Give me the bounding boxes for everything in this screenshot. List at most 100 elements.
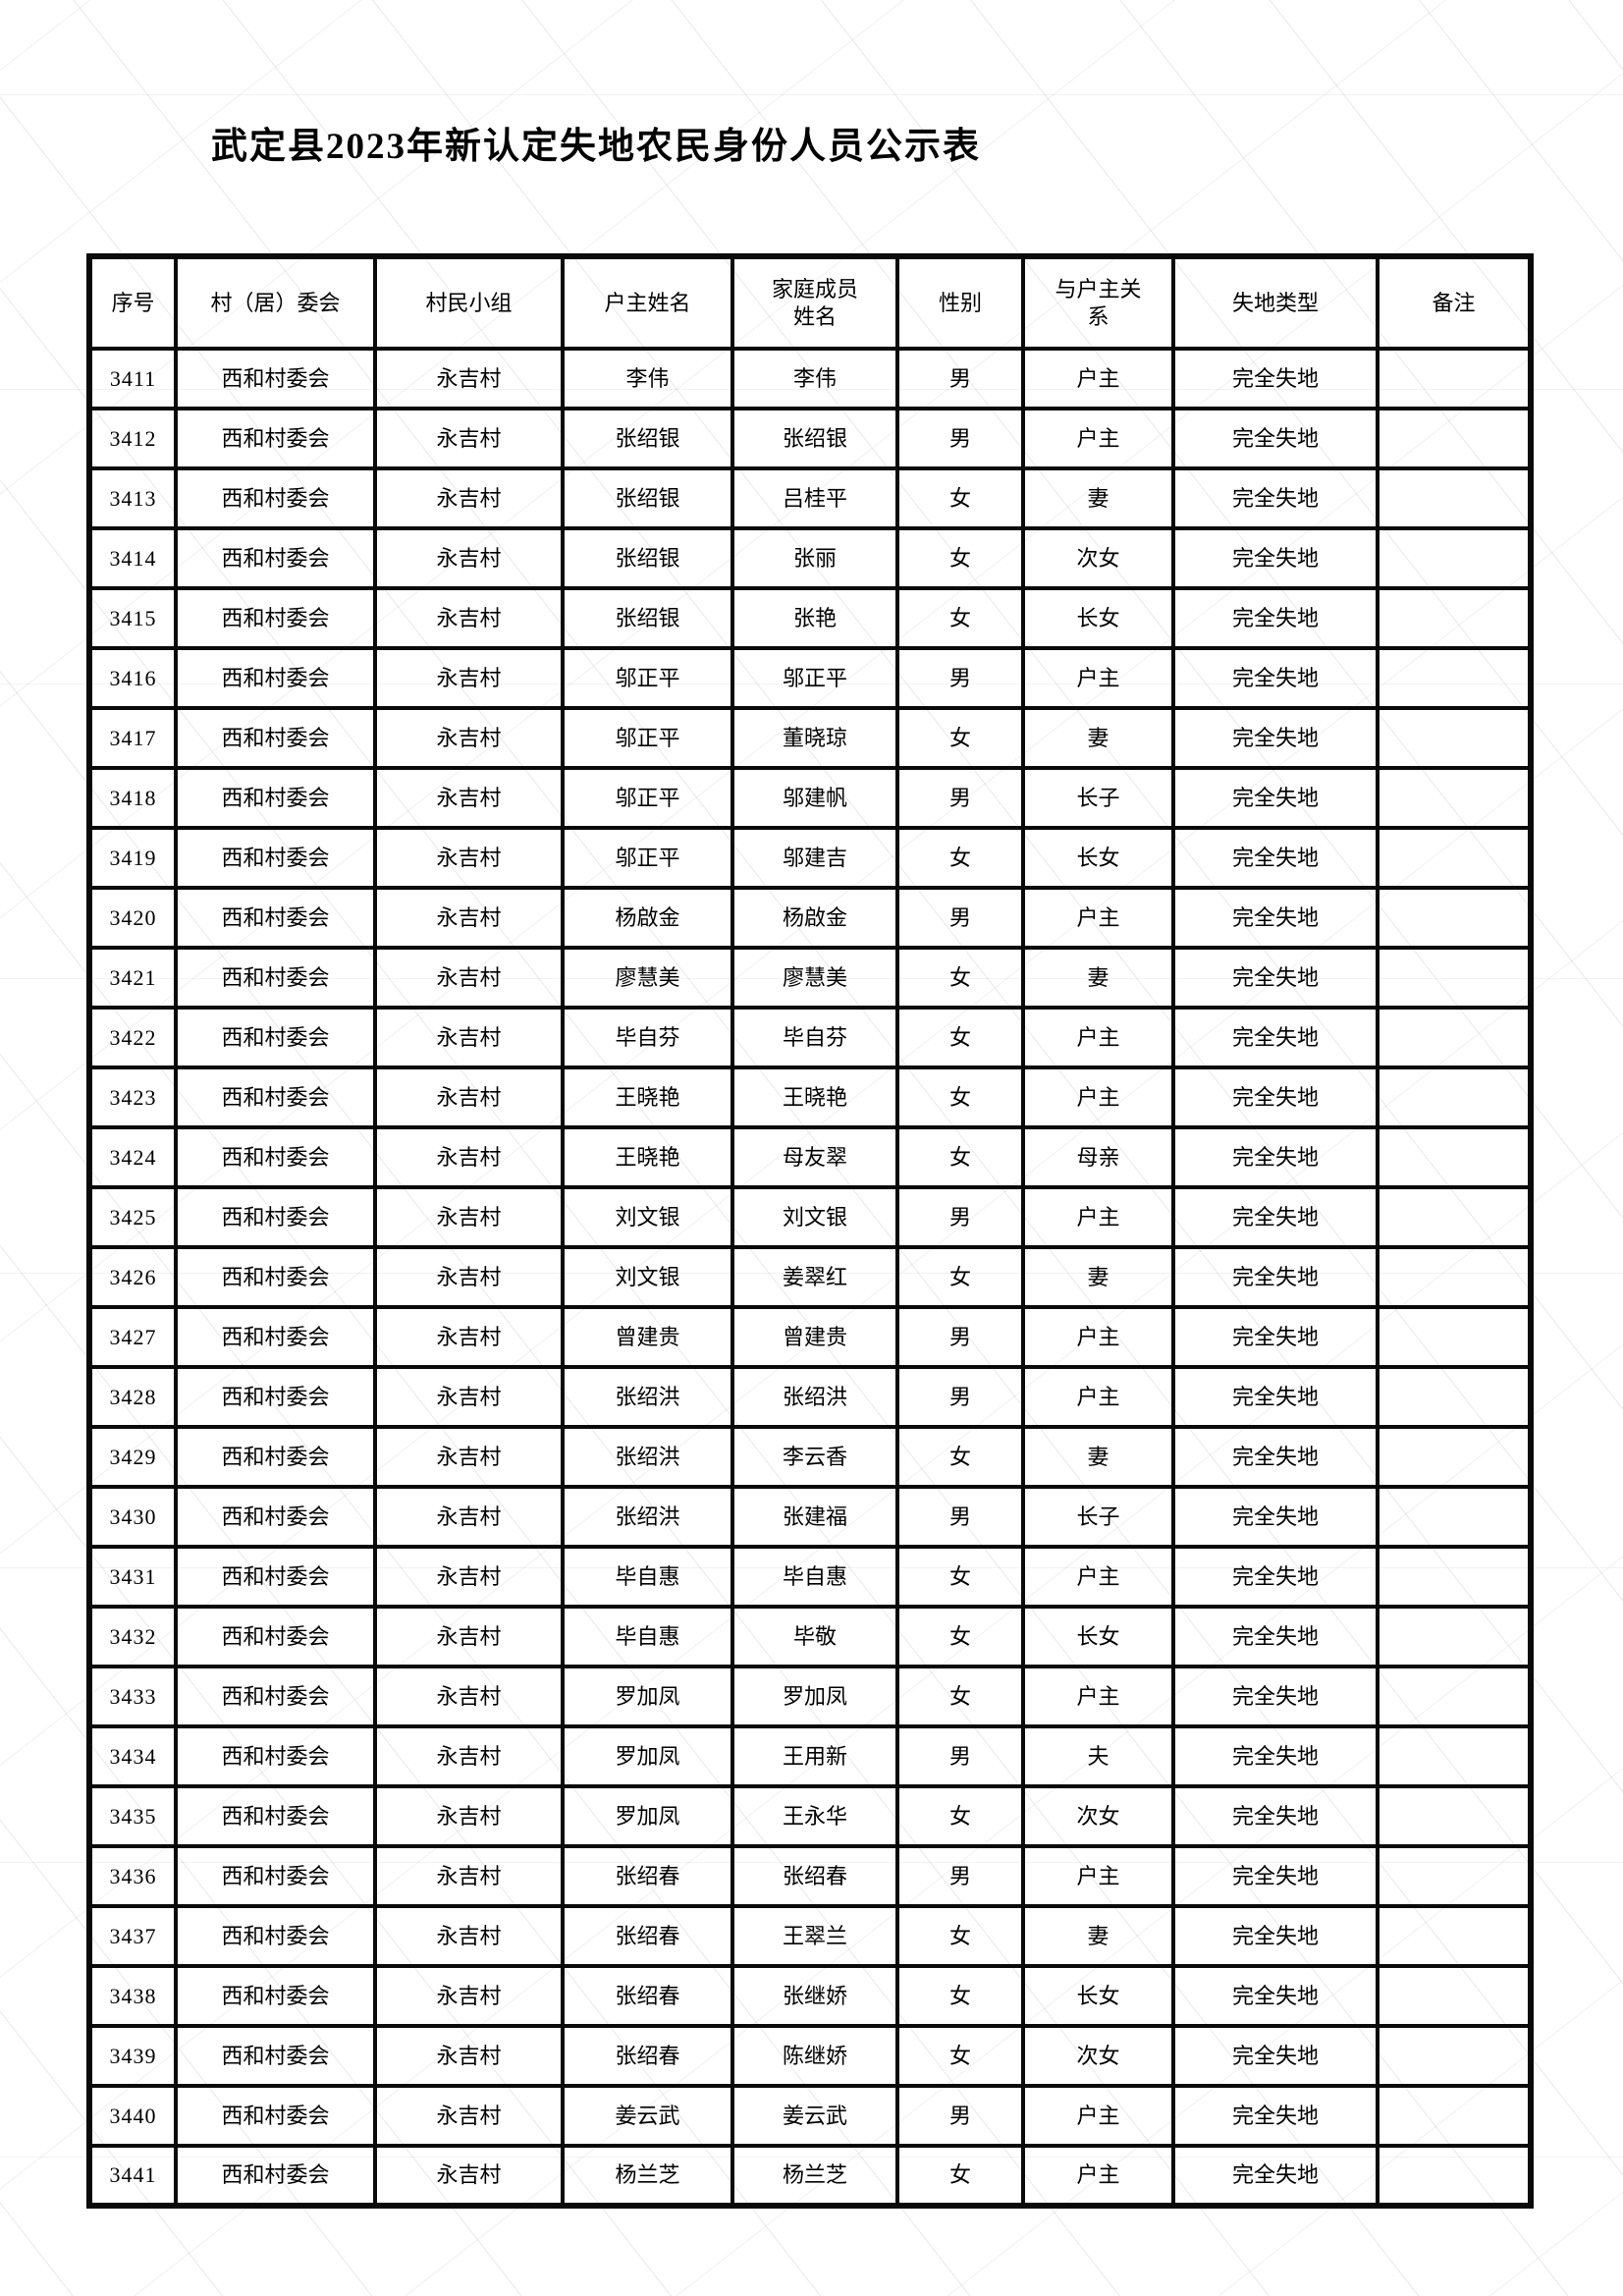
cell-relation: 长女 [1021,1605,1175,1668]
cell-serial: 3438 [87,1964,178,2028]
cell-remark [1376,1245,1533,1309]
cell-gender: 女 [895,1605,1025,1668]
cell-committee: 西和村委会 [174,646,377,710]
cell-serial: 3437 [87,1904,178,1968]
cell-relation: 妻 [1021,1245,1175,1309]
cell-head-name: 曾建贵 [561,1305,734,1369]
cell-relation: 次女 [1021,2024,1175,2088]
cell-loss-type: 完全失地 [1171,1545,1380,1609]
cell-member-name: 姜云武 [730,2084,899,2148]
cell-group: 永吉村 [373,1185,565,1249]
cell-committee: 西和村委会 [174,347,377,410]
cell-group: 永吉村 [373,1066,565,1129]
cell-loss-type: 完全失地 [1171,526,1380,590]
cell-member-name: 邬正平 [730,646,899,710]
cell-gender: 男 [895,1365,1025,1429]
cell-loss-type: 完全失地 [1171,1006,1380,1069]
table-row: 3420 西和村委会 永吉村 杨啟金 杨啟金男户主 完全失地 [87,886,1533,950]
table-row: 3439 西和村委会 永吉村 张绍春 陈继娇女次女 完全失地 [87,2024,1533,2088]
cell-remark [1376,1964,1533,2028]
cell-serial: 3432 [87,1605,178,1668]
cell-member-name: 张建福 [730,1485,899,1549]
cell-relation: 长女 [1021,586,1175,650]
cell-remark [1376,1724,1533,1788]
table-row: 3423 西和村委会 永吉村 王晓艳 王晓艳女户主 完全失地 [87,1066,1533,1129]
cell-member-name: 王用新 [730,1724,899,1788]
cell-gender: 女 [895,826,1025,890]
cell-loss-type: 完全失地 [1171,766,1380,830]
table-row: 3438 西和村委会 永吉村 张绍春 张继娇女长女 完全失地 [87,1964,1533,2028]
cell-loss-type: 完全失地 [1171,1904,1380,1968]
cell-member-name: 罗加凤 [730,1665,899,1728]
cell-head-name: 廖慧美 [561,946,734,1010]
cell-remark [1376,1844,1533,1908]
cell-member-name: 李云香 [730,1425,899,1489]
cell-relation: 夫 [1021,1724,1175,1788]
cell-loss-type: 完全失地 [1171,706,1380,770]
table-row: 3413 西和村委会 永吉村 张绍银 吕桂平女妻完全失地 [87,466,1533,530]
table-row: 3428 西和村委会 永吉村 张绍洪 张绍洪男户主 完全失地 [87,1365,1533,1429]
cell-group: 永吉村 [373,1605,565,1668]
cell-remark [1376,706,1533,770]
cell-loss-type: 完全失地 [1171,1665,1380,1728]
cell-gender: 男 [895,886,1025,950]
cell-group: 永吉村 [373,2024,565,2088]
cell-remark [1376,1545,1533,1609]
cell-relation: 长女 [1021,826,1175,890]
column-header-loss-type: 失地类型 [1171,254,1380,351]
cell-loss-type: 完全失地 [1171,1844,1380,1908]
cell-relation: 户主 [1021,2084,1175,2148]
cell-committee: 西和村委会 [174,2084,377,2148]
notice-table: 序号 村（居）委会 村民小组 户主姓名 家庭成员姓名 性别 与户主关系 失地类型… [86,253,1534,2209]
table-row: 3431 西和村委会 永吉村 毕自惠 毕自惠女户主 完全失地 [87,1545,1533,1609]
cell-loss-type: 完全失地 [1171,1425,1380,1489]
cell-group: 永吉村 [373,1665,565,1728]
cell-member-name: 刘文银 [730,1185,899,1249]
cell-relation: 户主 [1021,1844,1175,1908]
cell-gender: 男 [895,347,1025,410]
cell-head-name: 毕自惠 [561,1545,734,1609]
cell-head-name: 罗加凤 [561,1784,734,1848]
cell-gender: 女 [895,1125,1025,1189]
cell-head-name: 姜云武 [561,2084,734,2148]
cell-head-name: 张绍春 [561,2024,734,2088]
cell-member-name: 邬建吉 [730,826,899,890]
cell-relation: 户主 [1021,2144,1175,2208]
table-row: 3432 西和村委会 永吉村 毕自惠 毕敬女长女 完全失地 [87,1605,1533,1668]
cell-gender: 女 [895,1245,1025,1309]
cell-committee: 西和村委会 [174,1665,377,1728]
cell-relation: 妻 [1021,706,1175,770]
cell-loss-type: 完全失地 [1171,1305,1380,1369]
cell-loss-type: 完全失地 [1171,646,1380,710]
cell-relation: 户主 [1021,1066,1175,1129]
cell-committee: 西和村委会 [174,826,377,890]
cell-serial: 3440 [87,2084,178,2148]
cell-gender: 男 [895,1305,1025,1369]
table-row: 3426 西和村委会 永吉村 刘文银 姜翠红女妻完全失地 [87,1245,1533,1309]
cell-remark [1376,1305,1533,1369]
cell-serial: 3439 [87,2024,178,2088]
cell-relation: 妻 [1021,1425,1175,1489]
cell-group: 永吉村 [373,466,565,530]
cell-committee: 西和村委会 [174,706,377,770]
cell-group: 永吉村 [373,407,565,470]
cell-member-name: 廖慧美 [730,946,899,1010]
cell-group: 永吉村 [373,706,565,770]
cell-serial: 3431 [87,1545,178,1609]
cell-gender: 男 [895,766,1025,830]
cell-remark [1376,347,1533,410]
cell-head-name: 罗加凤 [561,1724,734,1788]
cell-gender: 男 [895,646,1025,710]
cell-gender: 女 [895,1425,1025,1489]
cell-group: 永吉村 [373,1724,565,1788]
cell-group: 永吉村 [373,1964,565,2028]
column-header-group: 村民小组 [373,254,565,351]
cell-gender: 女 [895,466,1025,530]
cell-group: 永吉村 [373,1305,565,1369]
page-title: 武定县2023年新认定失地农民身份人员公示表 [211,127,981,167]
cell-member-name: 张绍洪 [730,1365,899,1429]
cell-group: 永吉村 [373,2144,565,2208]
cell-remark [1376,1365,1533,1429]
cell-gender: 男 [895,1844,1025,1908]
cell-gender: 女 [895,946,1025,1010]
